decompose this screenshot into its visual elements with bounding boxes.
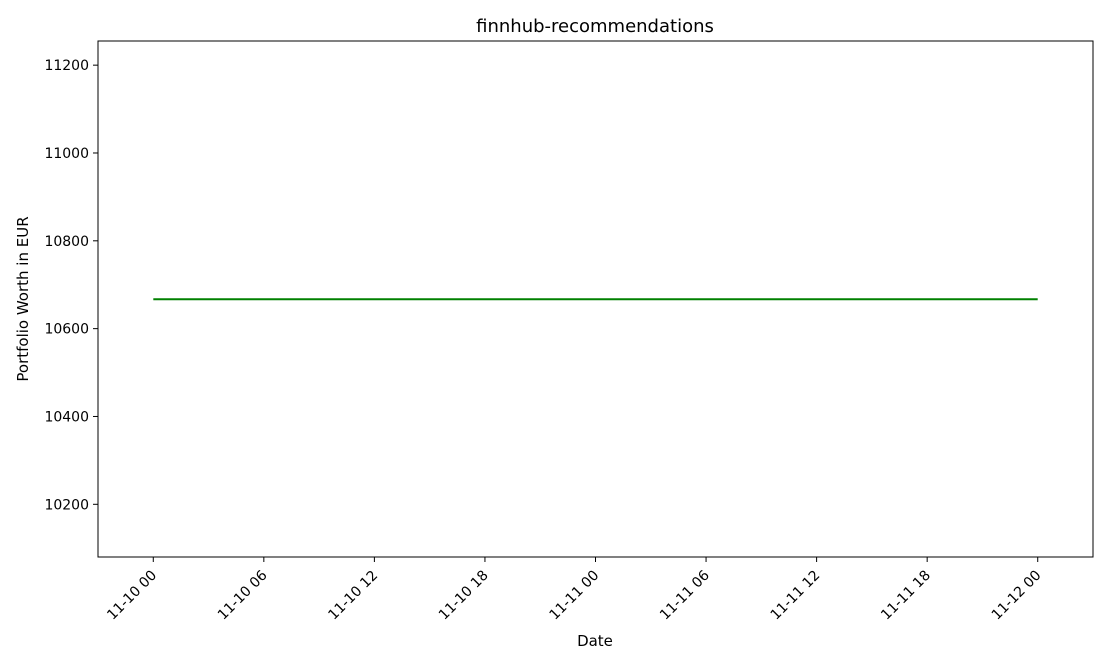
y-axis-label: Portfolio Worth in EUR xyxy=(14,216,32,381)
y-tick-label: 10400 xyxy=(44,409,89,425)
y-tick-label: 11000 xyxy=(44,146,89,162)
y-tick-label: 11200 xyxy=(44,58,89,74)
chart-title: finnhub-recommendations xyxy=(476,16,714,37)
y-tick-label: 10200 xyxy=(44,497,89,513)
y-tick-label: 10800 xyxy=(44,234,89,250)
y-tick-label: 10600 xyxy=(44,322,89,338)
y-axis: 10200 10400 10600 10800 11000 11200 xyxy=(44,58,98,513)
x-axis-label: Date xyxy=(577,632,613,650)
